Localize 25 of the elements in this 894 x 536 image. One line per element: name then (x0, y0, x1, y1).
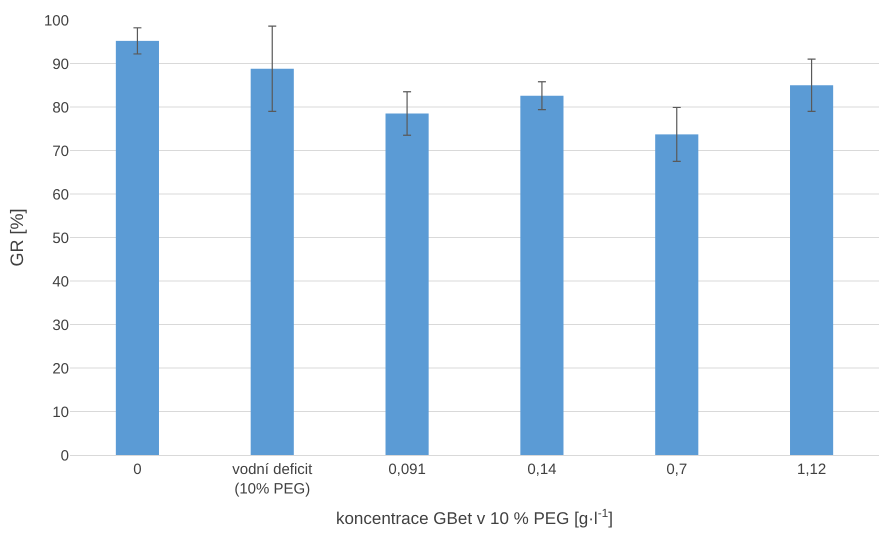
y-tick-label: 90 (52, 56, 69, 73)
x-tick-label: 0,091 (388, 461, 426, 478)
y-tick-label: 20 (52, 360, 69, 378)
bar (386, 114, 429, 455)
y-tick-label: 80 (52, 99, 69, 116)
y-tick-label: 40 (52, 273, 69, 290)
bar (790, 85, 834, 455)
x-tick-label: 0,7 (666, 461, 688, 478)
y-axis-title: GR [%] (7, 208, 28, 267)
bar (520, 96, 564, 455)
x-tick-label: 1,12 (796, 461, 826, 478)
y-tick-label: 100 (44, 12, 69, 30)
bar (116, 40, 159, 455)
y-tick-label: 0 (60, 447, 69, 464)
bar (250, 68, 294, 455)
y-tick-label: 30 (52, 316, 69, 334)
y-tick-label: 50 (52, 230, 69, 247)
bar (655, 134, 698, 455)
x-tick-label: 0 (133, 461, 142, 478)
y-tick-label: 70 (52, 142, 69, 160)
x-tick-label: 0,14 (527, 461, 557, 478)
x-tick-label: vodní deficit (10% PEG) (232, 461, 314, 498)
y-tick-label: 60 (52, 186, 69, 204)
y-tick-label: 10 (52, 404, 69, 421)
x-axis-title: koncentrace GBet v 10 % PEG [g·l$^{-1}$] (336, 506, 614, 528)
